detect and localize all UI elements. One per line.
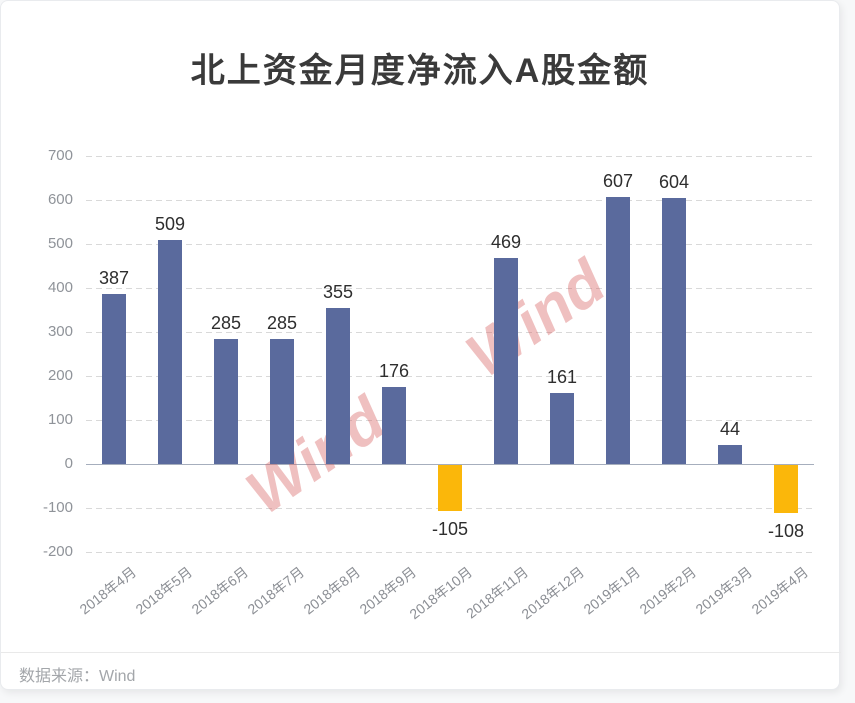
- bar-value-label: -105: [431, 519, 469, 540]
- x-axis-tick-label: 2018年7月: [244, 563, 308, 618]
- x-axis-tick-label: 2019年1月: [580, 563, 644, 618]
- y-axis-tick-label: 700: [47, 147, 73, 164]
- bar-2019年2月: [662, 198, 686, 464]
- gridline: [86, 376, 814, 377]
- bar-2018年7月: [270, 338, 294, 464]
- bar-value-label: 44: [719, 418, 741, 439]
- x-axis-tick-label: 2018年8月: [300, 563, 364, 618]
- wind-watermark: Wind: [234, 384, 398, 528]
- y-axis-tick-label: 600: [47, 191, 73, 208]
- bar-2018年9月: [382, 386, 406, 464]
- bar-2019年3月: [718, 444, 742, 464]
- gridline: [86, 552, 814, 553]
- plot-area: Wind Wind 387 509 285 285 355 176 -105 469 161 607 6…: [86, 156, 814, 553]
- page-title: 北上资金月度净流入A股金额: [190, 52, 650, 90]
- y-axis-tick-label: 0: [64, 455, 73, 472]
- bar-chart: Wind Wind 387 509 285 285 355 176 -105 469 161 607 6…: [1, 1, 841, 651]
- bar-value-label: 607: [602, 170, 634, 191]
- y-axis-tick-label: 100: [47, 411, 73, 428]
- bar-2018年8月: [326, 307, 350, 464]
- gridline: [86, 244, 814, 245]
- y-axis-tick-label: -100: [42, 499, 73, 516]
- bar-value-label: 509: [154, 214, 186, 235]
- gridline: [86, 200, 814, 201]
- footer-divider: [1, 652, 841, 653]
- bar-2018年11月: [494, 257, 518, 464]
- y-axis-tick-label: 400: [47, 279, 73, 296]
- gridline: [86, 420, 814, 421]
- y-axis-tick-label: 500: [47, 235, 73, 252]
- bar-value-label: 161: [546, 367, 578, 388]
- x-axis-tick-label: 2018年6月: [188, 563, 252, 618]
- x-axis-tick-label: 2019年4月: [748, 563, 812, 618]
- x-axis-tick-label: 2018年5月: [132, 563, 196, 618]
- data-source-label: 数据来源：Wind: [19, 668, 136, 685]
- bar-value-label: 604: [658, 172, 690, 193]
- x-axis-tick-label: 2018年4月: [76, 563, 140, 618]
- bar-2018年4月: [102, 293, 126, 464]
- gridline: [86, 332, 814, 333]
- bar-2018年12月: [550, 393, 574, 464]
- y-axis-tick-label: 200: [47, 367, 73, 384]
- bar-value-label: 285: [266, 312, 298, 333]
- bar-value-label: 285: [210, 312, 242, 333]
- bar-2019年4月: [774, 465, 798, 513]
- gridline: [86, 156, 814, 157]
- x-axis-tick-label: 2019年2月: [636, 563, 700, 618]
- bar-2018年10月: [438, 465, 462, 512]
- bar-value-label: 387: [98, 267, 130, 288]
- x-axis-tick-label: 2019年3月: [692, 563, 756, 618]
- gridline: [86, 288, 814, 289]
- y-axis-tick-label: 300: [47, 323, 73, 340]
- zero-axis-line: [86, 464, 814, 465]
- bar-value-label: 355: [322, 281, 354, 302]
- y-axis-tick-label: -200: [42, 543, 73, 560]
- bar-2018年6月: [214, 338, 238, 464]
- bar-value-label: 176: [378, 360, 410, 381]
- chart-card: 北上资金月度净流入A股金额 Wind Wind 387 509 285 285 355 176…: [0, 0, 841, 690]
- bar-2018年5月: [158, 240, 182, 464]
- bar-value-label: -108: [767, 520, 805, 541]
- bar-2019年1月: [606, 196, 630, 464]
- bar-value-label: 469: [490, 231, 522, 252]
